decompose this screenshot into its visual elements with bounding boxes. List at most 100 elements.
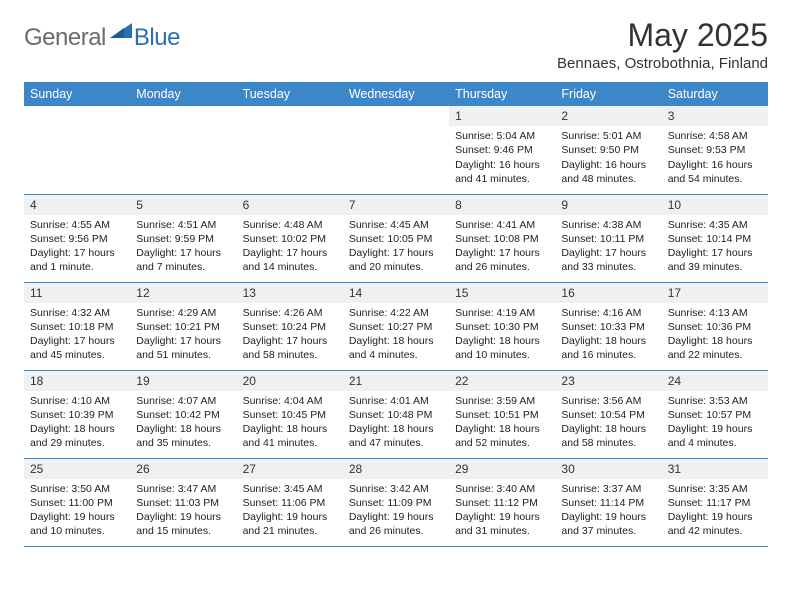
col-tuesday: Tuesday bbox=[237, 82, 343, 106]
sunset-text: Sunset: 9:46 PM bbox=[455, 143, 549, 157]
sunset-text: Sunset: 10:39 PM bbox=[30, 408, 124, 422]
sunrise-text: Sunrise: 3:42 AM bbox=[349, 482, 443, 496]
day-details: Sunrise: 4:13 AMSunset: 10:36 PMDaylight… bbox=[662, 303, 768, 366]
calendar-day-cell: 8Sunrise: 4:41 AMSunset: 10:08 PMDayligh… bbox=[449, 194, 555, 282]
calendar-day-cell: 12Sunrise: 4:29 AMSunset: 10:21 PMDaylig… bbox=[130, 282, 236, 370]
col-monday: Monday bbox=[130, 82, 236, 106]
calendar-week-row: 1Sunrise: 5:04 AMSunset: 9:46 PMDaylight… bbox=[24, 106, 768, 194]
col-wednesday: Wednesday bbox=[343, 82, 449, 106]
daylight-text: Daylight: 16 hours and 54 minutes. bbox=[668, 158, 762, 186]
sunrise-text: Sunrise: 3:37 AM bbox=[561, 482, 655, 496]
sunrise-text: Sunrise: 4:16 AM bbox=[561, 306, 655, 320]
day-details: Sunrise: 4:22 AMSunset: 10:27 PMDaylight… bbox=[343, 303, 449, 366]
day-details: Sunrise: 3:35 AMSunset: 11:17 PMDaylight… bbox=[662, 479, 768, 542]
calendar-day-cell: 15Sunrise: 4:19 AMSunset: 10:30 PMDaylig… bbox=[449, 282, 555, 370]
day-number: 29 bbox=[449, 459, 555, 479]
calendar-day-cell: 5Sunrise: 4:51 AMSunset: 9:59 PMDaylight… bbox=[130, 194, 236, 282]
sunset-text: Sunset: 10:51 PM bbox=[455, 408, 549, 422]
calendar-day-cell: 19Sunrise: 4:07 AMSunset: 10:42 PMDaylig… bbox=[130, 370, 236, 458]
col-friday: Friday bbox=[555, 82, 661, 106]
day-details: Sunrise: 3:40 AMSunset: 11:12 PMDaylight… bbox=[449, 479, 555, 542]
day-number: 15 bbox=[449, 283, 555, 303]
day-number: 7 bbox=[343, 195, 449, 215]
day-details: Sunrise: 4:58 AMSunset: 9:53 PMDaylight:… bbox=[662, 126, 768, 189]
title-block: May 2025 Bennaes, Ostrobothnia, Finland bbox=[557, 18, 768, 72]
calendar-day-cell: 23Sunrise: 3:56 AMSunset: 10:54 PMDaylig… bbox=[555, 370, 661, 458]
day-number: 4 bbox=[24, 195, 130, 215]
daylight-text: Daylight: 18 hours and 16 minutes. bbox=[561, 334, 655, 362]
day-details: Sunrise: 4:16 AMSunset: 10:33 PMDaylight… bbox=[555, 303, 661, 366]
sunrise-text: Sunrise: 4:58 AM bbox=[668, 129, 762, 143]
daylight-text: Daylight: 19 hours and 26 minutes. bbox=[349, 510, 443, 538]
day-details: Sunrise: 4:19 AMSunset: 10:30 PMDaylight… bbox=[449, 303, 555, 366]
day-details: Sunrise: 4:07 AMSunset: 10:42 PMDaylight… bbox=[130, 391, 236, 454]
day-number: 19 bbox=[130, 371, 236, 391]
calendar-week-row: 25Sunrise: 3:50 AMSunset: 11:00 PMDaylig… bbox=[24, 458, 768, 546]
calendar-day-cell: 29Sunrise: 3:40 AMSunset: 11:12 PMDaylig… bbox=[449, 458, 555, 546]
day-number: 3 bbox=[662, 106, 768, 126]
daylight-text: Daylight: 19 hours and 4 minutes. bbox=[668, 422, 762, 450]
sunrise-text: Sunrise: 4:38 AM bbox=[561, 218, 655, 232]
sunset-text: Sunset: 11:00 PM bbox=[30, 496, 124, 510]
logo: General Blue bbox=[24, 18, 180, 52]
day-number: 17 bbox=[662, 283, 768, 303]
calendar-day-cell: 27Sunrise: 3:45 AMSunset: 11:06 PMDaylig… bbox=[237, 458, 343, 546]
day-details: Sunrise: 3:59 AMSunset: 10:51 PMDaylight… bbox=[449, 391, 555, 454]
sunrise-text: Sunrise: 4:01 AM bbox=[349, 394, 443, 408]
day-details: Sunrise: 5:01 AMSunset: 9:50 PMDaylight:… bbox=[555, 126, 661, 189]
sunrise-text: Sunrise: 3:56 AM bbox=[561, 394, 655, 408]
calendar-day-cell: 17Sunrise: 4:13 AMSunset: 10:36 PMDaylig… bbox=[662, 282, 768, 370]
daylight-text: Daylight: 16 hours and 48 minutes. bbox=[561, 158, 655, 186]
sunrise-text: Sunrise: 4:48 AM bbox=[243, 218, 337, 232]
daylight-text: Daylight: 18 hours and 4 minutes. bbox=[349, 334, 443, 362]
daylight-text: Daylight: 18 hours and 35 minutes. bbox=[136, 422, 230, 450]
sunrise-text: Sunrise: 5:01 AM bbox=[561, 129, 655, 143]
day-details: Sunrise: 4:55 AMSunset: 9:56 PMDaylight:… bbox=[24, 215, 130, 278]
sunrise-text: Sunrise: 4:07 AM bbox=[136, 394, 230, 408]
day-details: Sunrise: 4:26 AMSunset: 10:24 PMDaylight… bbox=[237, 303, 343, 366]
triangle-icon bbox=[110, 21, 132, 44]
daylight-text: Daylight: 18 hours and 29 minutes. bbox=[30, 422, 124, 450]
calendar-day-cell: 21Sunrise: 4:01 AMSunset: 10:48 PMDaylig… bbox=[343, 370, 449, 458]
daylight-text: Daylight: 19 hours and 42 minutes. bbox=[668, 510, 762, 538]
daylight-text: Daylight: 19 hours and 21 minutes. bbox=[243, 510, 337, 538]
daylight-text: Daylight: 19 hours and 10 minutes. bbox=[30, 510, 124, 538]
day-number: 2 bbox=[555, 106, 661, 126]
day-details: Sunrise: 4:38 AMSunset: 10:11 PMDaylight… bbox=[555, 215, 661, 278]
col-sunday: Sunday bbox=[24, 82, 130, 106]
daylight-text: Daylight: 18 hours and 47 minutes. bbox=[349, 422, 443, 450]
logo-text-blue: Blue bbox=[134, 24, 180, 52]
calendar-day-cell: 25Sunrise: 3:50 AMSunset: 11:00 PMDaylig… bbox=[24, 458, 130, 546]
sunset-text: Sunset: 10:48 PM bbox=[349, 408, 443, 422]
calendar-day-cell: 11Sunrise: 4:32 AMSunset: 10:18 PMDaylig… bbox=[24, 282, 130, 370]
calendar-day-cell: 24Sunrise: 3:53 AMSunset: 10:57 PMDaylig… bbox=[662, 370, 768, 458]
daylight-text: Daylight: 17 hours and 7 minutes. bbox=[136, 246, 230, 274]
sunrise-text: Sunrise: 3:47 AM bbox=[136, 482, 230, 496]
sunset-text: Sunset: 9:50 PM bbox=[561, 143, 655, 157]
daylight-text: Daylight: 17 hours and 1 minute. bbox=[30, 246, 124, 274]
sunset-text: Sunset: 10:02 PM bbox=[243, 232, 337, 246]
calendar-day-cell: 26Sunrise: 3:47 AMSunset: 11:03 PMDaylig… bbox=[130, 458, 236, 546]
daylight-text: Daylight: 17 hours and 20 minutes. bbox=[349, 246, 443, 274]
day-details: Sunrise: 3:50 AMSunset: 11:00 PMDaylight… bbox=[24, 479, 130, 542]
sunrise-text: Sunrise: 4:45 AM bbox=[349, 218, 443, 232]
sunset-text: Sunset: 11:17 PM bbox=[668, 496, 762, 510]
day-details bbox=[24, 112, 130, 118]
calendar-day-cell: 13Sunrise: 4:26 AMSunset: 10:24 PMDaylig… bbox=[237, 282, 343, 370]
sunrise-text: Sunrise: 4:32 AM bbox=[30, 306, 124, 320]
day-number: 27 bbox=[237, 459, 343, 479]
sunrise-text: Sunrise: 3:35 AM bbox=[668, 482, 762, 496]
day-details: Sunrise: 3:53 AMSunset: 10:57 PMDaylight… bbox=[662, 391, 768, 454]
sunset-text: Sunset: 10:54 PM bbox=[561, 408, 655, 422]
sunrise-text: Sunrise: 3:50 AM bbox=[30, 482, 124, 496]
day-details: Sunrise: 3:56 AMSunset: 10:54 PMDaylight… bbox=[555, 391, 661, 454]
sunset-text: Sunset: 10:18 PM bbox=[30, 320, 124, 334]
day-details: Sunrise: 4:04 AMSunset: 10:45 PMDaylight… bbox=[237, 391, 343, 454]
sunset-text: Sunset: 10:14 PM bbox=[668, 232, 762, 246]
day-number: 8 bbox=[449, 195, 555, 215]
calendar-day-cell: 28Sunrise: 3:42 AMSunset: 11:09 PMDaylig… bbox=[343, 458, 449, 546]
day-details: Sunrise: 3:47 AMSunset: 11:03 PMDaylight… bbox=[130, 479, 236, 542]
calendar-day-cell: 9Sunrise: 4:38 AMSunset: 10:11 PMDayligh… bbox=[555, 194, 661, 282]
calendar-day-cell: 18Sunrise: 4:10 AMSunset: 10:39 PMDaylig… bbox=[24, 370, 130, 458]
sunrise-text: Sunrise: 5:04 AM bbox=[455, 129, 549, 143]
